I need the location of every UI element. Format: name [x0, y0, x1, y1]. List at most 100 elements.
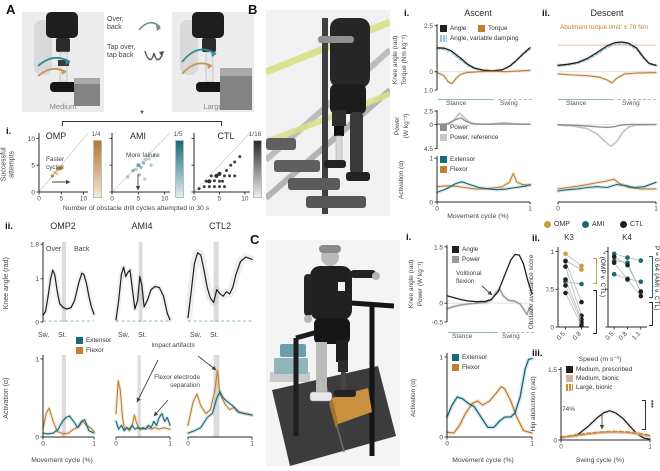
- k4-title: K4: [622, 233, 632, 242]
- panel-b-label: B: [248, 2, 258, 17]
- svg-text:0: 0: [439, 434, 443, 441]
- cbar-label-omp: 1/4: [91, 131, 101, 138]
- legend-tap-label: Tap over, tap back: [107, 44, 136, 60]
- photo-caption-large: Large: [203, 102, 223, 111]
- svg-text:0.5: 0.5: [546, 287, 554, 294]
- legend-flexor: Flexor: [76, 347, 104, 354]
- c-swing: Swing: [502, 333, 520, 340]
- svg-text:10: 10: [80, 196, 88, 203]
- svg-text:1.5: 1.5: [548, 367, 557, 374]
- svg-text:1: 1: [648, 444, 652, 451]
- svg-text:0: 0: [556, 206, 560, 213]
- svg-text:1.8: 1.8: [30, 242, 39, 249]
- svg-text:0: 0: [186, 441, 190, 448]
- power-swatch: [440, 124, 447, 131]
- b-asc-stance: Stance: [446, 100, 467, 107]
- svg-text:1: 1: [35, 356, 39, 363]
- photo-treadmill-obstacle: [266, 240, 400, 466]
- svg-text:10: 10: [241, 196, 249, 203]
- large-bionic-swatch: [566, 384, 573, 391]
- c-knee-power-chart: 1.5 0 -0.5: [432, 244, 534, 326]
- b-desc-stance: Stance: [566, 100, 587, 107]
- k4-ctl-bracket: [649, 302, 653, 326]
- b-ylabel-act: Activation (α): [398, 160, 406, 199]
- label-back: Back: [74, 246, 90, 253]
- b-extensor-swatch: [440, 156, 447, 163]
- tap-over-arrow-icon: [144, 50, 164, 61]
- svg-text:0: 0: [35, 434, 39, 441]
- a-ii-title-ami4: AMI4: [131, 221, 153, 231]
- omp-dot: [544, 221, 551, 228]
- a-ii-xlabel: Movement cycle (%): [31, 457, 93, 464]
- scatter-ctl: 0 5 10: [191, 132, 251, 203]
- panel-c-i-label: i.: [406, 232, 412, 243]
- svg-text:0: 0: [445, 441, 449, 448]
- b-ascent-title: Ascent: [464, 8, 492, 18]
- flexor-swatch: [76, 347, 83, 354]
- panel-c-iii-label: iii.: [532, 348, 543, 359]
- sig-bracket: [62, 121, 222, 126]
- photo-caption-medium: Medium: [49, 102, 77, 111]
- b-ascent-knee-chart: 2.5 0 -1.0: [424, 23, 532, 94]
- svg-text:0.8: 0.8: [618, 330, 630, 342]
- photo-prosthesis-medium-obstacle: [22, 12, 104, 112]
- ann-volitional: Volitional flexion: [456, 270, 482, 285]
- svg-text:0: 0: [435, 206, 439, 213]
- power-ref-swatch: [440, 134, 447, 141]
- b-flexor-swatch: [440, 166, 447, 173]
- b-legend-angle: Angle: [440, 25, 466, 32]
- st-label-3: St.: [210, 332, 219, 339]
- b-ascent-activation-chart: 1 00 1: [429, 156, 532, 213]
- vardamp-swatch: [440, 35, 447, 42]
- svg-text:1: 1: [35, 276, 39, 283]
- photo-prosthesis-large-obstacle: [172, 12, 254, 112]
- c-ylabel-knee: Knee angle (rad): [408, 259, 416, 309]
- a-i-xlabel: Number of obstacle drill cycles attempte…: [62, 205, 210, 212]
- ann-impact-artifacts: Impact artifacts: [151, 342, 195, 349]
- b-legend-power: Power: [440, 124, 468, 131]
- legend-over-back-label: Over, back: [107, 16, 124, 32]
- a-ii-title-omp2: OMP2: [50, 221, 76, 231]
- c-activation-chart: 1 00 1: [439, 353, 534, 448]
- b-desc-swing-line: [618, 99, 656, 100]
- med-prescribed-swatch: [566, 366, 573, 373]
- ctl-dot: [620, 221, 627, 228]
- svg-text:1: 1: [439, 354, 443, 361]
- svg-text:1.5: 1.5: [434, 244, 443, 251]
- svg-text:-0.5: -0.5: [432, 319, 443, 326]
- sw-label-1: Sw.: [38, 332, 50, 339]
- ann-ami-vs-ctl: P = 0.64 (AMI v. CTL): [653, 246, 660, 311]
- label-over: Over: [46, 246, 62, 253]
- svg-text:0: 0: [41, 441, 45, 448]
- svg-text:0: 0: [553, 437, 557, 444]
- svg-text:1: 1: [550, 249, 554, 256]
- svg-text:-4.5: -4.5: [424, 146, 433, 152]
- svg-text:0: 0: [429, 69, 433, 76]
- ann-74pct: -74%: [560, 406, 575, 413]
- knee-chart-omp2: 1.8 1 0: [30, 242, 96, 326]
- svg-text:0: 0: [110, 196, 114, 203]
- legend-medium-prescribed: Medium, prescribed: [566, 366, 632, 373]
- hip-abduction-chart: 1.5 00 1: [548, 367, 652, 451]
- svg-text:5: 5: [31, 163, 35, 170]
- k3-title: K3: [564, 233, 574, 242]
- st-label-2: St.: [138, 332, 147, 339]
- legend-large-bionic: Large, bionic: [566, 384, 613, 391]
- svg-text:1: 1: [528, 206, 532, 213]
- b-asc-stance-line: [438, 99, 494, 100]
- svg-text:10: 10: [28, 136, 36, 143]
- knee-chart-ctl2: [186, 242, 254, 322]
- svg-text:0: 0: [31, 189, 35, 196]
- photo-stair-climbing: [266, 10, 390, 216]
- c-ii-xlabel: Speed (m s⁻¹): [578, 356, 622, 363]
- med-bionic-swatch: [566, 375, 573, 382]
- svg-text:2.5: 2.5: [424, 23, 433, 30]
- colorbar-omp: [93, 140, 102, 198]
- scatter-omp: 0 5 10 0 5 10: [28, 132, 89, 203]
- b-legend-vardamp: Angle, variable damping: [440, 35, 519, 42]
- svg-text:0: 0: [429, 199, 433, 206]
- c-iii-xlabel: Swing cycle (%): [575, 457, 625, 464]
- b-descent-title: Descent: [590, 8, 624, 18]
